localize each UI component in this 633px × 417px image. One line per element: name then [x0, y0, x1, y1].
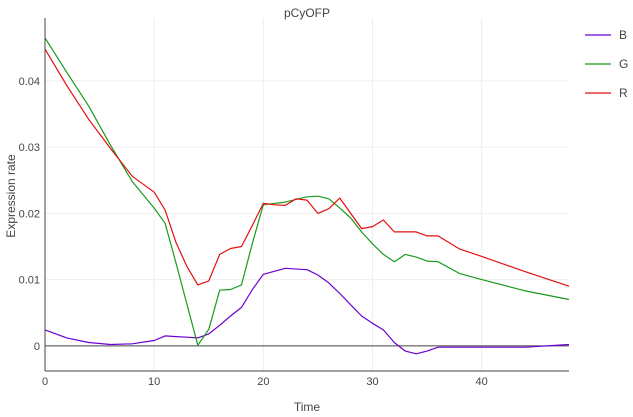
- y-tick-label: 0.01: [19, 275, 40, 287]
- y-tick-labels: 0 0.01 0.02 0.03 0.04: [19, 76, 40, 353]
- y-tick-label: 0.02: [19, 208, 40, 220]
- y-tick-label: 0.03: [19, 142, 40, 154]
- y-axis-title: Expression rate: [4, 154, 18, 238]
- series-B-line: [44, 267, 570, 355]
- x-tick-label: 30: [366, 376, 378, 388]
- legend-label-B: B: [619, 28, 627, 42]
- legend-label-R: R: [619, 86, 628, 100]
- series-R-line: [44, 48, 570, 287]
- x-tick-label: 20: [257, 376, 269, 388]
- y-tick-label: 0: [34, 341, 40, 353]
- series-G-line: [44, 37, 570, 346]
- axes: [44, 18, 569, 372]
- legend-label-G: G: [619, 57, 628, 71]
- x-axis-title: Time: [294, 400, 321, 414]
- x-tick-label: 10: [148, 376, 160, 388]
- x-tick-label: 0: [42, 376, 48, 388]
- x-tick-label: 40: [476, 376, 488, 388]
- chart-title: pCyOFP: [284, 6, 330, 20]
- series-lines: [44, 37, 570, 355]
- x-tick-labels: 0 10 20 30 40: [42, 376, 488, 388]
- gridlines: [45, 18, 569, 371]
- y-tick-label: 0.04: [19, 76, 40, 88]
- legend: B G R: [585, 28, 628, 100]
